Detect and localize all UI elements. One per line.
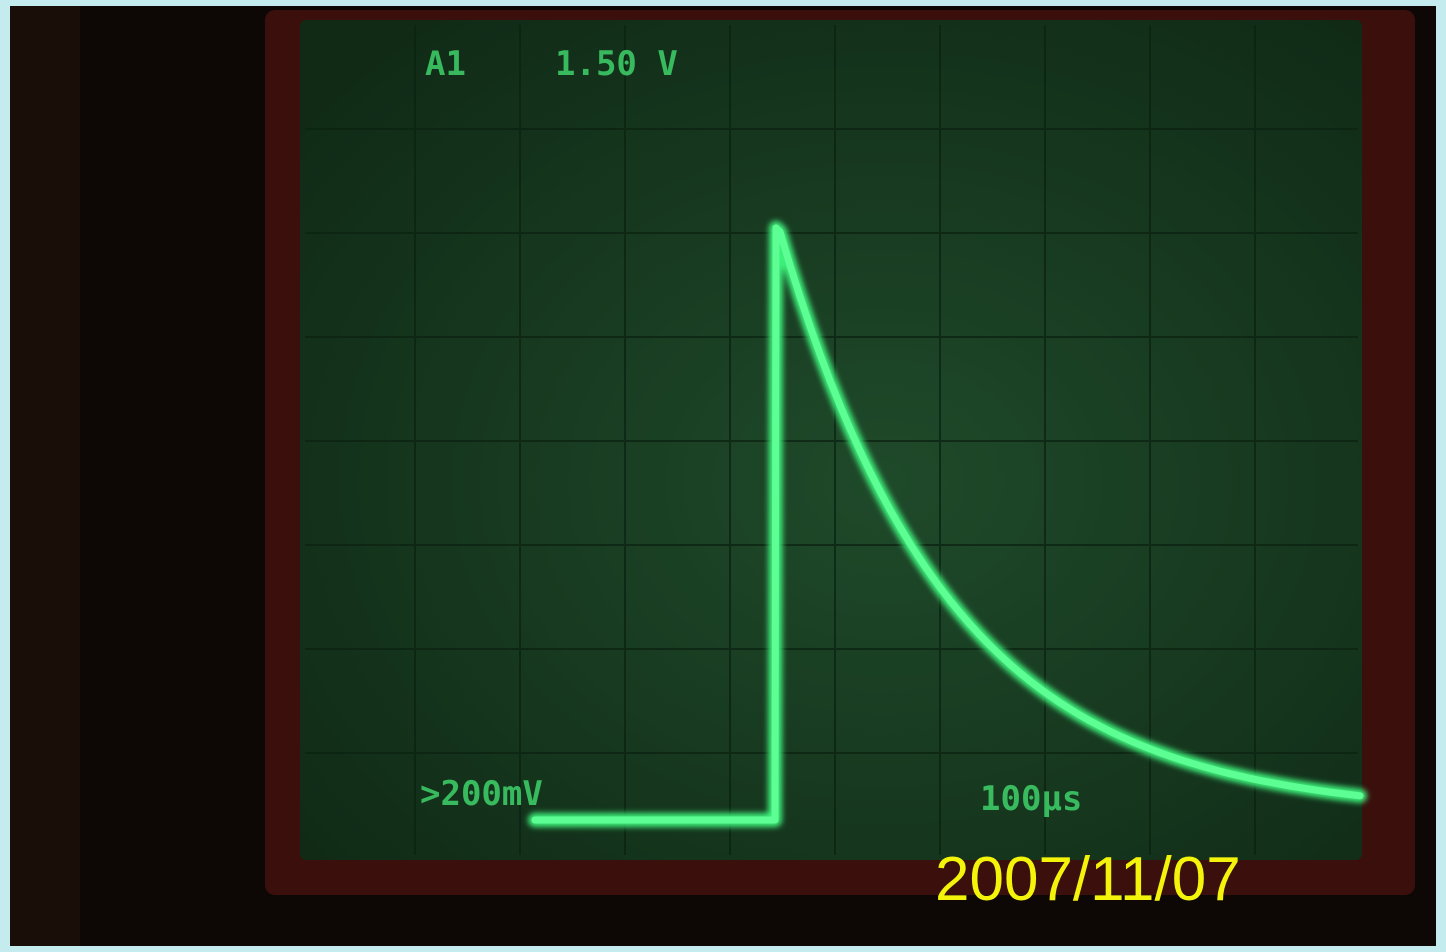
photo: A1 1.50 V >200mV 100µs 2007/11/07 [0,0,1446,952]
time-per-div: 100µs [980,779,1082,819]
date-stamp: 2007/11/07 [935,845,1241,914]
page: A1 1.50 V >200mV 100µs 2007/11/07 (() =>… [0,0,1446,952]
volts-per-div: >200mV [420,774,543,814]
channel-label: A1 [425,44,466,84]
trigger-level: 1.50 V [555,44,678,84]
left-edge [10,6,80,946]
